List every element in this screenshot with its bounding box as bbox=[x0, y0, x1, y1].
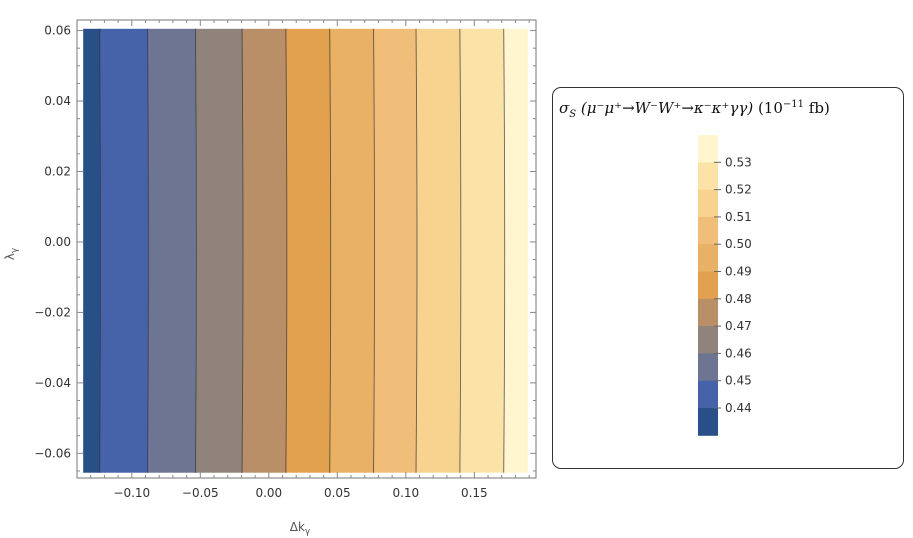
contour-line bbox=[194, 28, 197, 473]
contour-line bbox=[459, 28, 462, 473]
legend-swatch bbox=[698, 135, 718, 163]
legend-swatch bbox=[698, 216, 718, 245]
legend-swatch bbox=[698, 353, 718, 382]
y-tick-label: −0.06 bbox=[34, 446, 71, 460]
legend-swatch bbox=[698, 271, 718, 300]
legend-swatch bbox=[698, 244, 718, 272]
legend-label: 0.46 bbox=[725, 346, 752, 360]
legend-label: 0.51 bbox=[725, 210, 752, 224]
contour-band bbox=[504, 28, 528, 473]
legend: σS (μ⁻μ⁺→W⁻W⁺→κ⁻κ⁺γγ) (10−11 fb) 0.53 0.5… bbox=[552, 87, 904, 469]
contour-line bbox=[373, 28, 375, 473]
color-scale: 0.53 0.52 0.51 0.50 0.49 0.48 0.47 0.46 0.45 0.44 bbox=[698, 135, 752, 436]
x-tick-label: −0.10 bbox=[113, 486, 150, 500]
contour-line bbox=[329, 28, 332, 473]
contour-band bbox=[196, 28, 244, 473]
contour-line bbox=[503, 28, 506, 473]
contour-band bbox=[330, 28, 375, 473]
legend-label: 0.53 bbox=[725, 155, 752, 169]
legend-swatch bbox=[698, 408, 718, 436]
x-tick-label: 0.10 bbox=[392, 486, 419, 500]
legend-label: 0.44 bbox=[725, 401, 752, 415]
contour-bands bbox=[83, 28, 528, 473]
contour-band bbox=[374, 28, 418, 473]
y-tick-label: 0.04 bbox=[44, 94, 71, 108]
plot-frame bbox=[76, 19, 537, 479]
contour-lines bbox=[99, 28, 506, 473]
legend-label: 0.49 bbox=[725, 265, 752, 279]
y-axis-label: λγ bbox=[3, 247, 20, 260]
contour-band bbox=[286, 28, 332, 473]
legend-label: 0.50 bbox=[725, 237, 752, 251]
legend-label: 0.48 bbox=[725, 292, 752, 306]
axis-ticks bbox=[77, 20, 536, 478]
legend-swatch bbox=[698, 326, 718, 354]
contour-line bbox=[241, 28, 244, 473]
contour-line bbox=[415, 28, 418, 473]
legend-label: 0.45 bbox=[725, 374, 752, 388]
y-tick-labels: 0.06 0.04 0.02 0.00 −0.02 −0.04 −0.06 bbox=[34, 24, 71, 461]
contour-band bbox=[148, 28, 197, 473]
y-tick-label: 0.00 bbox=[44, 235, 71, 249]
contour-band bbox=[100, 28, 149, 473]
y-tick-label: −0.04 bbox=[34, 376, 71, 390]
contour-line bbox=[146, 28, 149, 473]
legend-swatch bbox=[698, 298, 718, 327]
contour-band bbox=[416, 28, 462, 473]
legend-title: σS (μ⁻μ⁺→W⁻W⁺→κ⁻κ⁺γγ) (10−11 fb) bbox=[559, 99, 830, 120]
x-tick-label: 0.05 bbox=[324, 486, 351, 500]
contour-band bbox=[460, 28, 506, 473]
legend-label: 0.52 bbox=[725, 183, 752, 197]
contour-line bbox=[99, 28, 101, 473]
legend-swatch bbox=[698, 162, 718, 191]
x-axis-label: Δkγ bbox=[290, 520, 311, 537]
contour-line bbox=[285, 28, 288, 473]
legend-label: 0.47 bbox=[725, 319, 752, 333]
y-tick-label: −0.02 bbox=[34, 305, 71, 319]
x-tick-label: 0.00 bbox=[255, 486, 282, 500]
contour-band bbox=[83, 28, 101, 473]
contour-band bbox=[242, 28, 288, 473]
legend-swatch bbox=[698, 380, 718, 409]
x-tick-label: −0.05 bbox=[182, 486, 219, 500]
x-tick-label: 0.15 bbox=[461, 486, 488, 500]
y-tick-label: 0.02 bbox=[44, 164, 71, 178]
legend-swatch bbox=[698, 189, 718, 218]
y-tick-label: 0.06 bbox=[44, 24, 71, 38]
x-tick-labels: −0.10 −0.05 0.00 0.05 0.10 0.15 bbox=[113, 486, 487, 500]
